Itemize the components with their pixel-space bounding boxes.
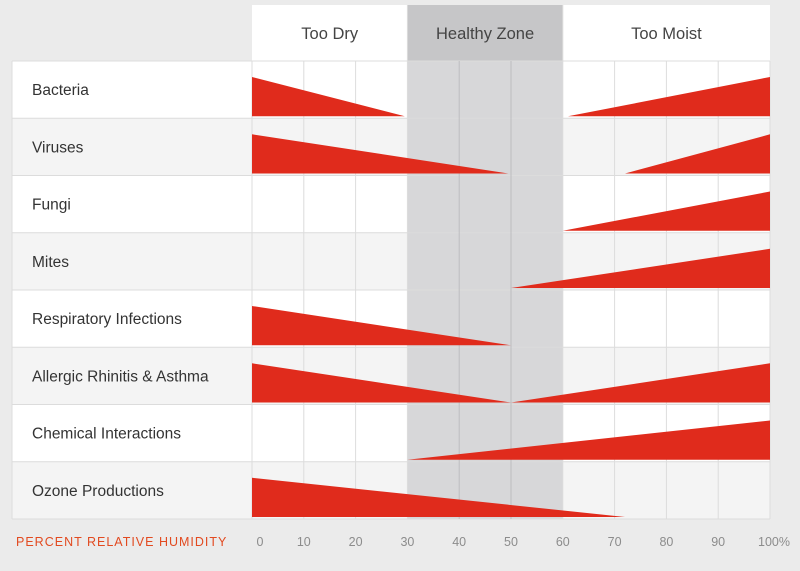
- wedge-chemical-interactions-1: [407, 420, 770, 460]
- risk-wedges: [252, 77, 770, 517]
- x-tick-label-10: 10: [297, 535, 311, 549]
- zone-label-too-dry: Too Dry: [301, 25, 359, 43]
- zone-header: Too Dry Healthy Zone Too Moist: [252, 5, 770, 61]
- row-label-viruses: Viruses: [32, 139, 84, 156]
- wedge-allergic-rhinitis-and-asthma-1: [252, 363, 511, 403]
- wedge-viruses-1: [252, 134, 509, 174]
- row-label-fungi: Fungi: [32, 197, 71, 214]
- row-label-respiratory-infections: Respiratory Infections: [32, 311, 182, 328]
- row-label-ozone-productions: Ozone Productions: [32, 483, 164, 500]
- x-tick-label-60: 60: [556, 535, 570, 549]
- x-tick-label-0: 0: [257, 535, 264, 549]
- wedge-allergic-rhinitis-and-asthma-2: [511, 363, 770, 403]
- row-label-chemical-interactions: Chemical Interactions: [32, 426, 181, 443]
- x-tick-label-90: 90: [711, 535, 725, 549]
- row-label-allergic-rhinitis-and-asthma: Allergic Rhinitis & Asthma: [32, 368, 209, 385]
- zone-label-healthy-zone: Healthy Zone: [436, 25, 534, 43]
- wedge-bacteria-1: [252, 77, 405, 117]
- category-labels: Bacteria Viruses Fungi Mites Respiratory Inf…: [32, 82, 209, 500]
- x-tick-label-70: 70: [608, 535, 622, 549]
- x-axis-title: PERCENT RELATIVE HUMIDITY: [16, 535, 227, 549]
- wedge-viruses-2: [625, 134, 770, 174]
- wedge-respiratory-infections-1: [252, 306, 511, 346]
- x-tick-label-30: 30: [400, 535, 414, 549]
- zone-header-too-moist: [562, 5, 770, 61]
- x-axis: PERCENT RELATIVE HUMIDITY 0 10 20 30 40 50 60 7…: [16, 535, 790, 549]
- row-label-mites: Mites: [32, 254, 69, 271]
- wedge-fungi-1: [562, 191, 770, 231]
- x-tick-label-20: 20: [349, 535, 363, 549]
- x-tick-label-50: 50: [504, 535, 518, 549]
- wedge-ozone-productions-1: [252, 477, 625, 517]
- zone-label-too-moist: Too Moist: [631, 25, 702, 43]
- x-tick-label-100: 100%: [758, 535, 790, 549]
- wedge-bacteria-2: [568, 77, 770, 117]
- x-tick-label-80: 80: [659, 535, 673, 549]
- row-backgrounds: [12, 61, 770, 519]
- wedge-mites-1: [511, 248, 770, 288]
- row-label-bacteria: Bacteria: [32, 82, 89, 99]
- zone-header-healthy-zone: [407, 5, 563, 61]
- x-tick-label-40: 40: [452, 535, 466, 549]
- zone-header-too-dry: [252, 5, 408, 61]
